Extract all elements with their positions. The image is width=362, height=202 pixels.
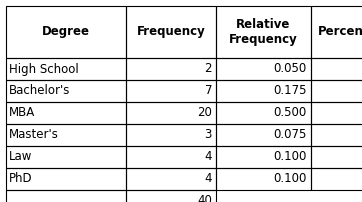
Text: 20: 20 bbox=[197, 106, 212, 120]
Text: 0.075: 0.075 bbox=[274, 128, 307, 141]
Bar bbox=[6, 146, 126, 168]
Text: 0.050: 0.050 bbox=[274, 62, 307, 76]
Bar bbox=[6, 6, 126, 58]
Bar bbox=[216, 80, 311, 102]
Bar bbox=[216, 146, 311, 168]
Text: Relative
Frequency: Relative Frequency bbox=[229, 18, 298, 46]
Bar bbox=[216, 168, 311, 190]
Bar bbox=[126, 168, 216, 190]
Text: PhD: PhD bbox=[9, 173, 33, 185]
Bar bbox=[216, 124, 311, 146]
Text: 0.500: 0.500 bbox=[274, 106, 307, 120]
Text: 7: 7 bbox=[205, 84, 212, 98]
Bar bbox=[311, 6, 362, 58]
Text: 0.100: 0.100 bbox=[274, 150, 307, 163]
Bar bbox=[216, 102, 311, 124]
Bar bbox=[216, 58, 311, 80]
Text: Law: Law bbox=[9, 150, 32, 163]
Bar bbox=[6, 80, 126, 102]
Bar bbox=[311, 168, 362, 190]
Bar bbox=[126, 190, 216, 202]
Text: 0.175: 0.175 bbox=[274, 84, 307, 98]
Text: Degree: Degree bbox=[42, 25, 90, 39]
Text: 0.100: 0.100 bbox=[274, 173, 307, 185]
Text: Bachelor's: Bachelor's bbox=[9, 84, 70, 98]
Bar bbox=[311, 102, 362, 124]
Bar bbox=[6, 168, 126, 190]
Text: 4: 4 bbox=[205, 150, 212, 163]
Bar bbox=[6, 190, 126, 202]
Bar bbox=[126, 146, 216, 168]
Bar bbox=[311, 146, 362, 168]
Bar bbox=[126, 58, 216, 80]
Bar bbox=[6, 58, 126, 80]
Text: 3: 3 bbox=[205, 128, 212, 141]
Bar bbox=[6, 124, 126, 146]
Bar bbox=[126, 102, 216, 124]
Text: Master's: Master's bbox=[9, 128, 59, 141]
Text: 2: 2 bbox=[205, 62, 212, 76]
Bar bbox=[216, 6, 311, 58]
Text: High School: High School bbox=[9, 62, 79, 76]
Bar bbox=[6, 102, 126, 124]
Text: 40: 40 bbox=[197, 195, 212, 202]
Bar bbox=[311, 58, 362, 80]
Text: MBA: MBA bbox=[9, 106, 35, 120]
Text: Frequency: Frequency bbox=[136, 25, 205, 39]
Text: 4: 4 bbox=[205, 173, 212, 185]
Text: Percentage: Percentage bbox=[318, 25, 362, 39]
Bar bbox=[311, 124, 362, 146]
Bar bbox=[126, 124, 216, 146]
Bar bbox=[311, 80, 362, 102]
Bar bbox=[126, 80, 216, 102]
Bar bbox=[126, 6, 216, 58]
